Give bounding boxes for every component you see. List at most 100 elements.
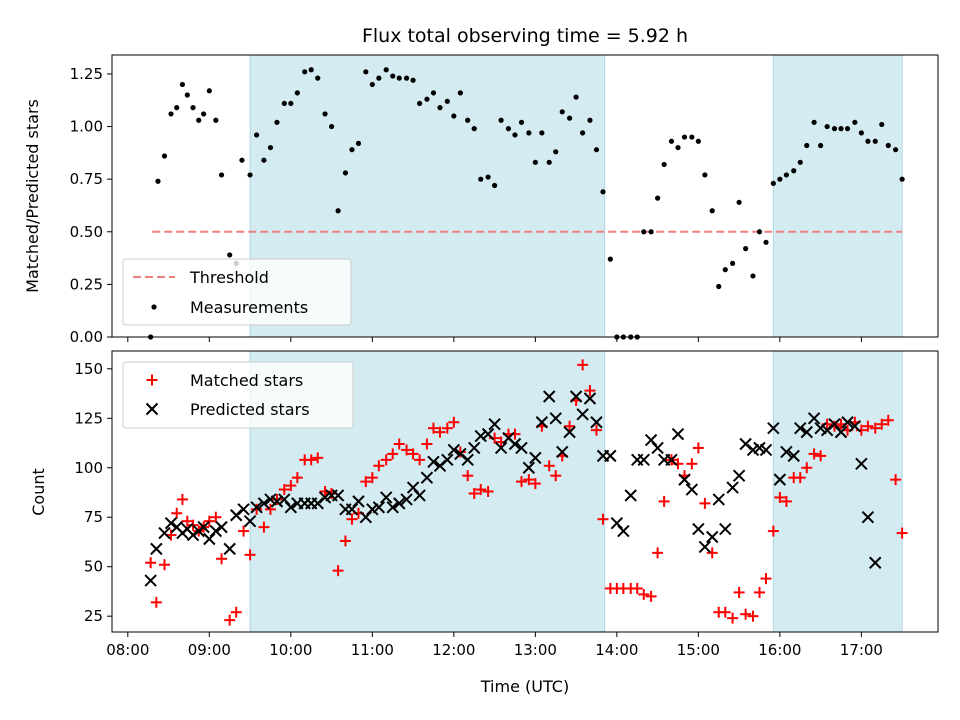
point-plus-14 [230, 606, 242, 618]
point-x-61 [549, 412, 562, 425]
point-dot-43 [430, 90, 437, 96]
point-plus-34 [366, 472, 378, 484]
point-x-45-b [441, 453, 454, 467]
point-dot-52 [491, 182, 498, 189]
point-plus-21 [278, 484, 290, 496]
point-x-106-b [855, 457, 868, 471]
point-x-82-b [692, 522, 705, 536]
y-tick-label: 1.00 [70, 118, 103, 136]
point-x-43 [427, 455, 440, 469]
point-x-42 [420, 471, 434, 484]
point-x-79-b [671, 427, 685, 441]
ratio-x-axis-ticks [127, 337, 862, 342]
point-x-50 [474, 429, 487, 443]
point-x-105 [848, 419, 862, 433]
point-dot-8 [196, 117, 202, 123]
point-plus-10 [203, 515, 215, 527]
point-x-60-b [543, 390, 556, 403]
point-x-87 [726, 481, 739, 494]
y-tick-label: 0.00 [70, 328, 103, 346]
point-x-96-b [787, 449, 800, 463]
point-dot-51 [485, 174, 491, 180]
point-plus-18 [258, 521, 270, 533]
point-x-35 [372, 501, 386, 514]
point-x-41 [413, 489, 426, 502]
point-x-93 [767, 421, 780, 435]
point-dot-107 [865, 138, 871, 144]
point-x-106 [855, 457, 868, 471]
point-dot-5 [179, 81, 186, 88]
point-x-92 [759, 443, 773, 457]
point-x-45 [441, 453, 454, 467]
point-x-38-b [393, 497, 406, 510]
point-dot-42 [424, 96, 430, 102]
point-x-13 [223, 542, 236, 556]
point-x-41-b [413, 489, 426, 502]
legend-matched-swatch [146, 374, 158, 386]
point-x-65 [576, 408, 589, 421]
point-dot-58 [532, 159, 538, 165]
point-dot-89 [743, 246, 749, 252]
point-x-2 [158, 526, 171, 540]
point-dot-53 [498, 117, 504, 123]
point-dot-27 [322, 111, 328, 117]
point-x-97-b [794, 421, 807, 435]
point-x-98 [800, 425, 813, 439]
point-dot-38 [396, 75, 402, 81]
shaded-interval-1 [772, 350, 903, 633]
point-plus-12 [216, 553, 228, 565]
point-dot-60 [546, 159, 552, 165]
point-dot-93 [770, 180, 776, 186]
point-x-11 [209, 524, 223, 538]
point-plus-15 [238, 525, 250, 537]
point-dot-105 [852, 119, 858, 125]
point-x-32-b [352, 495, 365, 508]
point-x-3-b [164, 516, 178, 530]
point-plus-25 [305, 454, 317, 466]
point-x-35-b [372, 501, 386, 514]
point-x-66 [583, 392, 597, 405]
point-x-59-b [535, 416, 549, 429]
point-dot-94 [777, 176, 783, 182]
point-x-95 [780, 445, 793, 459]
point-plus-35 [373, 460, 385, 472]
point-dot-95 [783, 172, 789, 178]
point-x-71-b [617, 524, 630, 538]
point-dot-28 [328, 123, 335, 130]
point-dot-39 [403, 75, 410, 81]
count-panel: 25 50 75 100 125 150 08:00 09:00 10:00 11:00 12:0… [29, 350, 939, 696]
count-y-axis-label: Count [29, 468, 48, 516]
ratio-legend: Threshold Measurements [122, 258, 352, 326]
point-plus-91 [753, 586, 765, 598]
ratio-plot-frame [111, 54, 939, 338]
legend-predicted-label: Predicted stars [190, 400, 310, 419]
point-plus-42 [421, 438, 433, 450]
point-x-39 [400, 493, 413, 506]
point-dot-1 [155, 178, 161, 184]
x-tick-label: 16:00 [758, 641, 801, 659]
point-dot-86 [722, 267, 728, 273]
point-dot-66 [587, 117, 593, 123]
point-x-67 [590, 416, 603, 429]
point-x-7-b [186, 528, 200, 542]
point-plus-111 [890, 474, 902, 486]
point-x-20 [270, 495, 284, 508]
point-x-22 [284, 501, 298, 514]
point-dot-7 [190, 105, 196, 111]
point-x-91-b [753, 441, 766, 455]
point-plus-112 [896, 527, 908, 539]
point-plus-88 [733, 586, 745, 598]
point-x-87-b [726, 481, 739, 494]
point-x-16-b [243, 514, 257, 528]
point-x-86 [719, 522, 732, 536]
legend-predicted-swatch-b [145, 402, 159, 416]
y-tick-label: 0.25 [70, 275, 103, 293]
point-dot-98 [804, 142, 810, 149]
point-x-55-b [508, 437, 522, 451]
point-plus-16 [244, 549, 256, 561]
point-x-32 [352, 495, 365, 508]
point-x-40-b [406, 481, 420, 494]
point-dot-37 [390, 73, 396, 79]
legend-box [122, 258, 352, 326]
